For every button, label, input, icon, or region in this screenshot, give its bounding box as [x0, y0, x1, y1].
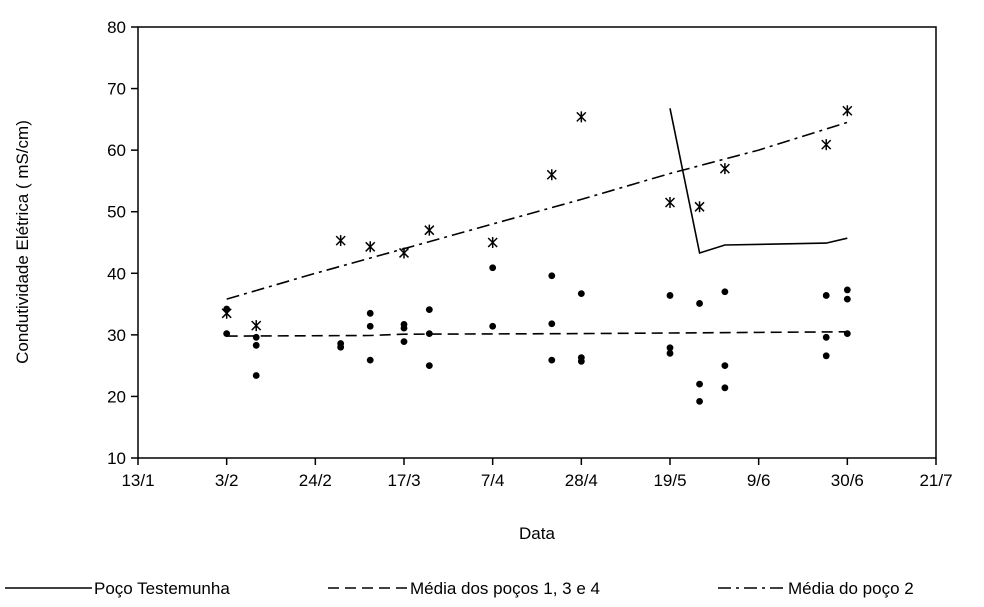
legend-label: Poço Testemunha: [94, 579, 230, 598]
y-axis: 10 20 30 40 50 60 70 80: [107, 18, 138, 468]
series-line-dashed: [226, 331, 848, 337]
data-point-asterisk: [694, 201, 705, 213]
legend-label: Média do poço 2: [788, 579, 914, 598]
x-tick-label: 3/2: [215, 471, 239, 490]
y-tick-label: 80: [107, 18, 126, 37]
data-point-circle: [548, 272, 556, 280]
data-point-asterisk: [546, 169, 557, 181]
data-point-circle: [666, 344, 674, 352]
data-point-circle: [548, 320, 556, 328]
data-point-circle: [843, 330, 851, 338]
data-point-asterisk: [576, 111, 587, 123]
data-point-circle: [489, 322, 497, 330]
data-point-circle: [577, 290, 585, 298]
x-tick-label: 21/7: [919, 471, 952, 490]
data-point-asterisk: [251, 320, 262, 332]
y-tick-label: 60: [107, 141, 126, 160]
data-point-circle: [366, 309, 374, 317]
data-point-circle: [721, 362, 729, 370]
plot-area: [137, 26, 937, 459]
series-lines: [226, 108, 848, 337]
legend: Poço Testemunha Média dos poços 1, 3 e 4 M…: [5, 579, 914, 598]
data-point-circle: [696, 397, 703, 405]
data-point-circle: [696, 300, 703, 307]
data-point-circle: [843, 295, 851, 303]
y-tick-label: 70: [107, 80, 126, 99]
data-point-circle: [337, 343, 345, 351]
legend-label: Média dos poços 1, 3 e 4: [410, 579, 600, 598]
x-tick-label: 30/6: [831, 471, 864, 490]
data-point-circle: [400, 338, 408, 346]
data-point-circle: [577, 357, 585, 365]
x-tick-label: 9/6: [747, 471, 771, 490]
data-point-circle: [822, 333, 830, 341]
x-tick-label: 28/4: [565, 471, 598, 490]
data-point-circle: [366, 322, 374, 330]
x-tick-label: 13/1: [121, 471, 154, 490]
x-axis-label: Data: [519, 524, 555, 543]
data-point-circle: [489, 264, 497, 272]
series-line-solid: [669, 108, 848, 255]
data-point-circle: [425, 330, 433, 338]
data-point-circle: [425, 362, 433, 370]
x-tick-label: 19/5: [653, 471, 686, 490]
data-point-asterisk: [842, 105, 853, 117]
y-axis-label: Condutividade Elétrica ( mS/cm): [13, 120, 32, 364]
y-tick-label: 40: [107, 264, 126, 283]
data-point-asterisk: [398, 247, 410, 259]
data-point-asterisk: [487, 237, 498, 248]
y-tick-label: 50: [107, 203, 126, 222]
data-point-circle: [666, 349, 674, 357]
x-tick-label: 17/3: [387, 471, 420, 490]
y-tick-label: 10: [107, 449, 126, 468]
x-tick-label: 24/2: [299, 471, 332, 490]
data-point-asterisk: [424, 224, 435, 236]
data-point-asterisk: [664, 196, 676, 208]
data-point-circle: [822, 352, 830, 360]
data-point-circle: [843, 286, 851, 294]
series-points: [221, 105, 853, 405]
data-point-asterisk: [821, 139, 832, 151]
data-point-circle: [548, 356, 556, 364]
data-point-circle: [252, 372, 260, 379]
data-point-circle: [252, 341, 260, 349]
data-point-circle: [696, 380, 703, 388]
data-point-circle: [400, 324, 408, 332]
data-point-circle: [822, 292, 830, 299]
x-tick-label: 7/4: [481, 471, 505, 490]
data-point-circle: [366, 356, 374, 364]
data-point-asterisk: [719, 163, 730, 175]
data-point-circle: [666, 292, 674, 299]
data-point-circle: [425, 306, 433, 314]
series-line-dashdot: [226, 121, 848, 300]
y-tick-label: 30: [107, 326, 126, 345]
data-point-circle: [721, 384, 729, 392]
data-point-circle: [252, 333, 260, 341]
data-point-asterisk: [335, 235, 346, 247]
data-point-circle: [721, 288, 729, 296]
y-tick-label: 20: [107, 387, 126, 406]
data-point-asterisk: [221, 307, 232, 319]
data-point-circle: [223, 330, 231, 338]
data-point-asterisk: [365, 241, 376, 253]
x-axis: 13/1 3/2 24/2 17/3 7/4 28/4 19/5 9/6 30/6 21/7: [121, 458, 953, 490]
